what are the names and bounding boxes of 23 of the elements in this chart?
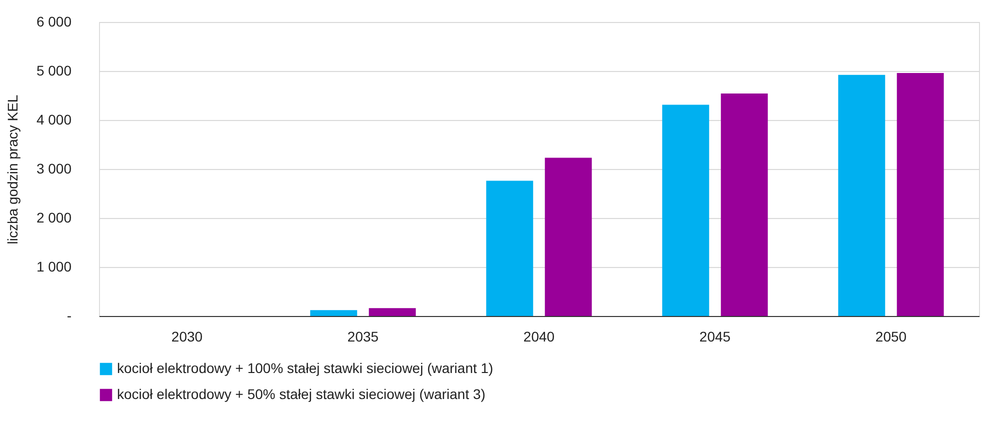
- y-tick-label: 1 000: [36, 258, 72, 274]
- x-tick-label: 2040: [523, 328, 555, 344]
- y-tick-label: -: [66, 308, 72, 324]
- x-tick-label: 2045: [699, 328, 731, 344]
- x-tick-label: 2050: [875, 328, 907, 344]
- legend-label: kocioł elektrodowy + 50% stałej stawki sieciowej (wariant 3): [117, 386, 486, 402]
- x-tick-label: 2030: [171, 328, 203, 344]
- bar: [662, 104, 710, 316]
- bar: [368, 308, 416, 316]
- bar: [720, 94, 768, 316]
- bar: [544, 158, 592, 316]
- y-tick-label: 2 000: [36, 210, 72, 226]
- y-tick-label: 5 000: [36, 62, 72, 78]
- y-axis-title: liczba godzin pracy KEL: [4, 94, 20, 244]
- bar: [896, 72, 944, 316]
- y-tick-label: 3 000: [36, 160, 72, 176]
- y-tick-label: 4 000: [36, 112, 72, 128]
- bar: [838, 74, 886, 316]
- y-tick-label: 6 000: [36, 14, 72, 30]
- bar: [486, 180, 534, 316]
- bar: [310, 310, 358, 316]
- x-tick-label: 2035: [347, 328, 379, 344]
- legend-label: kocioł elektrodowy + 100% stałej stawki sieciowej (wariant 1): [117, 360, 494, 376]
